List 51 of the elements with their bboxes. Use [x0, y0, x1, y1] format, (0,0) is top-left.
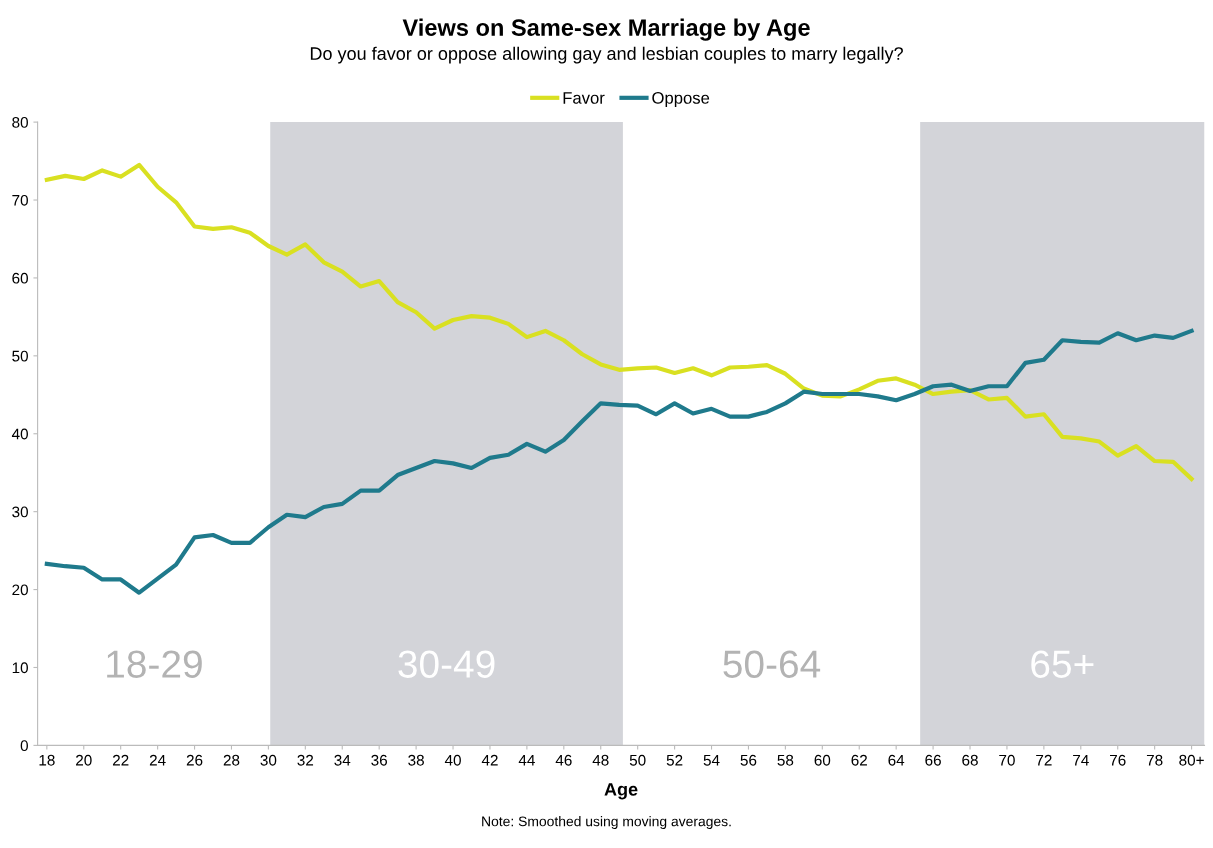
x-tick-label: 58 — [777, 754, 794, 766]
x-axis-title: Age — [604, 783, 638, 800]
x-tick-label: 68 — [962, 754, 978, 766]
x-tick-label: 70 — [999, 754, 1015, 766]
x-tick-label: 54 — [703, 754, 720, 766]
x-tick-label: 62 — [851, 754, 867, 766]
chart-title: Views on Same-sex Marriage by Age — [402, 18, 810, 41]
x-tick-label: 46 — [555, 754, 572, 766]
x-tick-label: 60 — [814, 754, 831, 766]
x-tick-label: 78 — [1146, 754, 1163, 766]
x-tick-label: 20 — [76, 754, 92, 766]
x-tick-label: 34 — [334, 754, 351, 766]
y-tick-label: 60 — [12, 272, 28, 284]
x-tick-label: 66 — [925, 754, 941, 766]
x-tick-label: 56 — [740, 754, 757, 766]
x-tick-label: 38 — [408, 754, 424, 766]
annotation: 50-64 — [723, 650, 821, 678]
x-tick-label: 32 — [297, 754, 314, 766]
x-tick-label: 26 — [186, 754, 203, 766]
line-series — [44, 162, 1194, 482]
x-tick-label: 30 — [260, 754, 277, 766]
chart-subtitle: Do you favor or oppose allowing gay and lesbian couples to marry legally? — [310, 46, 903, 64]
y-tick-label: 50 — [12, 350, 28, 362]
x-tick-label: 40 — [444, 754, 461, 766]
y-tick-label: 30 — [12, 506, 28, 518]
legend-label: Oppose — [652, 92, 710, 108]
line-series — [44, 328, 1194, 595]
x-tick-label: 28 — [223, 754, 240, 766]
annotation: 18-29 — [107, 650, 202, 678]
x-tick-label: 72 — [1036, 754, 1052, 766]
x-tick-label: 76 — [1110, 754, 1126, 766]
x-tick-label: 36 — [371, 754, 388, 766]
y-tick-label: 70 — [12, 194, 28, 206]
x-tick-label: 48 — [592, 754, 609, 766]
y-tick-label: 20 — [12, 584, 28, 596]
x-tick-label: 52 — [666, 754, 683, 766]
y-tick-label: 80 — [12, 116, 28, 128]
y-tick-label: 0 — [20, 740, 28, 752]
x-tick-label: 50 — [629, 754, 646, 766]
x-tick-label: 64 — [888, 754, 905, 766]
text: Note: Smoothed using moving averages. — [482, 816, 731, 830]
x-tick-label: 80+ — [1179, 754, 1204, 766]
x-tick-label: 42 — [481, 754, 498, 766]
legend-label: Favor — [563, 92, 605, 104]
y-tick-label: 40 — [11, 428, 28, 440]
x-tick-label: 18 — [39, 754, 55, 766]
y-tick-label: 10 — [12, 662, 28, 674]
x-tick-label: 44 — [518, 754, 535, 766]
x-tick-label: 74 — [1073, 754, 1089, 766]
x-tick-label: 22 — [112, 754, 129, 766]
x-tick-label: 24 — [149, 754, 166, 766]
